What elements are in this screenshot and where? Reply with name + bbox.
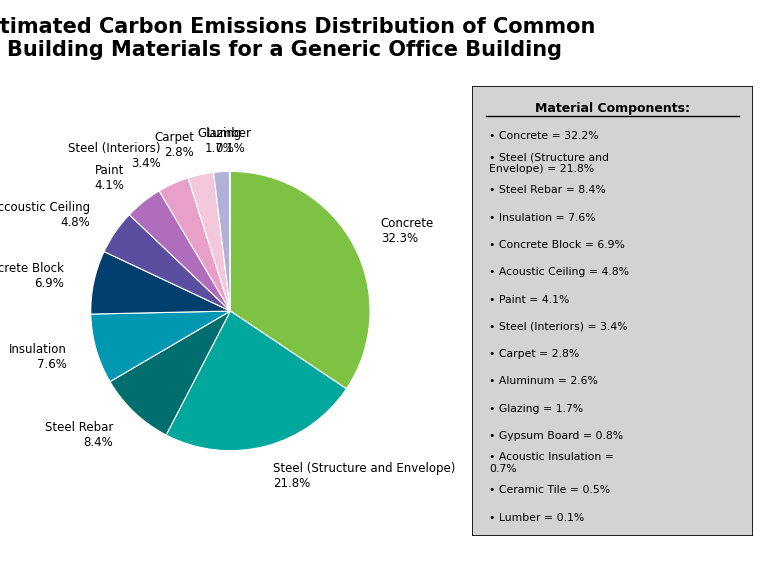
Text: • Acoustic Insulation =
0.7%: • Acoustic Insulation = 0.7%: [489, 452, 614, 474]
Text: Material Components:: Material Components:: [535, 102, 690, 115]
Wedge shape: [166, 311, 346, 450]
Wedge shape: [91, 252, 230, 314]
Text: Paint
4.1%: Paint 4.1%: [94, 164, 124, 192]
Wedge shape: [230, 172, 370, 389]
Text: Insulation
7.6%: Insulation 7.6%: [8, 343, 67, 372]
Text: Steel Rebar
8.4%: Steel Rebar 8.4%: [45, 420, 113, 449]
Text: Concrete Block
6.9%: Concrete Block 6.9%: [0, 262, 64, 290]
Text: • Steel Rebar = 8.4%: • Steel Rebar = 8.4%: [489, 185, 606, 195]
FancyBboxPatch shape: [472, 86, 753, 536]
Wedge shape: [91, 311, 230, 382]
Text: • Aluminum = 2.6%: • Aluminum = 2.6%: [489, 376, 598, 386]
Wedge shape: [214, 172, 230, 311]
Text: • Acoustic Ceiling = 4.8%: • Acoustic Ceiling = 4.8%: [489, 267, 629, 277]
Text: • Steel (Interiors) = 3.4%: • Steel (Interiors) = 3.4%: [489, 322, 627, 332]
Wedge shape: [129, 191, 230, 311]
Text: Accoustic Ceiling
4.8%: Accoustic Ceiling 4.8%: [0, 201, 90, 229]
Text: • Ceramic Tile = 0.5%: • Ceramic Tile = 0.5%: [489, 486, 611, 495]
Text: Lumber
0.1%: Lumber 0.1%: [207, 127, 253, 155]
Wedge shape: [110, 311, 230, 435]
Wedge shape: [188, 172, 230, 311]
Text: Estimated Carbon Emissions Distribution of Common
Building Materials for a Gener: Estimated Carbon Emissions Distribution …: [0, 17, 595, 60]
Text: Steel (Structure and Envelope)
21.8%: Steel (Structure and Envelope) 21.8%: [273, 462, 455, 490]
Text: Carpet
2.8%: Carpet 2.8%: [154, 131, 194, 158]
Text: • Paint = 4.1%: • Paint = 4.1%: [489, 294, 570, 305]
Text: • Lumber = 0.1%: • Lumber = 0.1%: [489, 513, 584, 522]
Text: • Glazing = 1.7%: • Glazing = 1.7%: [489, 404, 583, 414]
Text: Glazing
1.7%: Glazing 1.7%: [197, 127, 242, 155]
Text: • Carpet = 2.8%: • Carpet = 2.8%: [489, 349, 579, 359]
Text: • Gypsum Board = 0.8%: • Gypsum Board = 0.8%: [489, 431, 624, 441]
Text: • Steel (Structure and
Envelope) = 21.8%: • Steel (Structure and Envelope) = 21.8%: [489, 153, 609, 174]
Text: • Concrete Block = 6.9%: • Concrete Block = 6.9%: [489, 240, 625, 250]
Wedge shape: [159, 178, 230, 311]
Text: • Insulation = 7.6%: • Insulation = 7.6%: [489, 213, 596, 223]
Text: Steel (Interiors)
3.4%: Steel (Interiors) 3.4%: [68, 142, 161, 169]
Text: • Concrete = 32.2%: • Concrete = 32.2%: [489, 131, 599, 141]
Wedge shape: [104, 215, 230, 311]
Text: Concrete
32.3%: Concrete 32.3%: [381, 217, 434, 245]
